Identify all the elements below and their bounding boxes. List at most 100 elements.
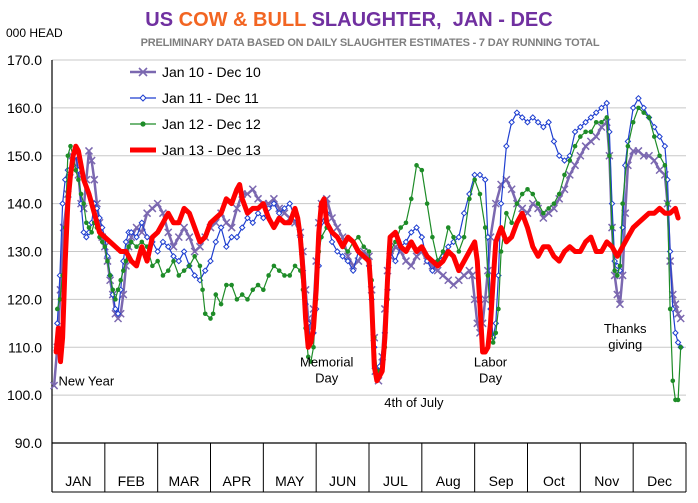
data-point (555, 194, 564, 203)
data-point (583, 129, 588, 135)
data-point (629, 104, 637, 112)
data-point (54, 306, 60, 312)
data-point (525, 186, 530, 192)
legend-marker (139, 94, 147, 102)
data-point (122, 238, 130, 246)
chart-subtitle: PRELIMINARY DATA BASED ON DAILY SLAUGHTE… (141, 37, 600, 49)
data-point (213, 292, 219, 297)
data-point (674, 339, 682, 346)
series-line (53, 143, 681, 384)
data-point (154, 248, 161, 255)
data-point (123, 258, 129, 264)
data-point (87, 156, 96, 165)
annotation-label: giving (608, 337, 642, 352)
data-point (105, 258, 110, 264)
y-tick-label: 140.0 (7, 196, 42, 212)
y-tick-label: 110.0 (8, 339, 42, 355)
data-point (481, 176, 489, 183)
data-point (159, 238, 167, 246)
data-point (59, 200, 66, 207)
data-point (562, 172, 567, 178)
data-point (667, 306, 673, 312)
annotation-label: 4th of July (384, 395, 444, 410)
data-point (519, 191, 525, 197)
data-point (555, 152, 563, 160)
data-point (305, 354, 311, 360)
data-point (248, 185, 257, 194)
x-tick-label: MAY (275, 473, 305, 489)
data-point (333, 248, 341, 255)
series-4 (53, 143, 681, 384)
data-point (174, 233, 183, 242)
data-point (250, 287, 256, 293)
data-point (599, 119, 604, 125)
data-point (281, 205, 288, 212)
data-point (503, 142, 510, 150)
data-point (110, 287, 116, 293)
annotation-label: Memorial (300, 354, 354, 369)
data-point (218, 301, 224, 307)
data-point (361, 244, 367, 250)
data-point (509, 220, 514, 226)
data-point (408, 196, 414, 202)
data-point (455, 233, 463, 241)
data-point (424, 201, 430, 206)
data-point (672, 329, 679, 337)
data-point (504, 210, 509, 216)
data-point (192, 253, 197, 259)
data-point (153, 199, 162, 208)
annotation-label: Labor (474, 354, 508, 369)
data-point (202, 311, 208, 317)
data-point (551, 201, 557, 206)
x-axis: JAN FEB MAR APR MAY JUN JUL Aug Sep Oct Nov Dec (51, 60, 687, 493)
data-point (461, 234, 467, 240)
data-point (419, 167, 425, 173)
data-point (164, 228, 173, 237)
data-point (402, 238, 410, 246)
data-point (102, 244, 108, 250)
data-point (561, 157, 568, 164)
data-point (576, 151, 585, 160)
data-point (224, 282, 229, 288)
data-point (592, 132, 601, 141)
data-point (497, 200, 505, 207)
chart-title: US COW & BULL SLAUGHTER, JAN - DEC (145, 9, 552, 31)
data-point (333, 223, 342, 232)
legend-label: Jan 12 - Dec 12 (162, 116, 261, 132)
data-point (260, 214, 267, 222)
data-point (613, 290, 622, 299)
data-point (477, 191, 483, 197)
data-point (366, 249, 372, 254)
data-point (467, 271, 477, 280)
data-point (612, 268, 617, 273)
data-point (176, 273, 182, 278)
y-axis-ticks: 90.0 100.0 110.0 120.0 130.0 140.0 150.0 160.0 1… (7, 52, 42, 451)
data-point (656, 133, 663, 140)
data-point (201, 267, 209, 274)
data-point (593, 119, 599, 125)
data-point (545, 118, 552, 126)
data-point (546, 206, 551, 211)
data-point (413, 224, 420, 231)
title-part: US (145, 9, 178, 31)
data-point (621, 162, 629, 169)
data-point (139, 239, 145, 245)
data-point (134, 244, 139, 250)
x-tick-label: JUN (329, 473, 356, 489)
data-point (50, 381, 59, 390)
data-point (481, 295, 490, 304)
legend-item: Jan 10 - Dec 10 (130, 64, 261, 80)
data-point (169, 242, 178, 251)
annotation-label: Day (479, 370, 503, 385)
title-part: COW & BULL (179, 9, 307, 31)
data-point (261, 287, 266, 293)
data-point (493, 330, 499, 336)
data-point (407, 261, 416, 270)
data-point (292, 263, 298, 269)
data-point (572, 143, 578, 149)
data-point (171, 258, 176, 264)
data-point (81, 201, 86, 206)
data-point (609, 225, 615, 230)
data-point (530, 191, 536, 197)
y-tick-label: 100.0 (7, 387, 42, 403)
